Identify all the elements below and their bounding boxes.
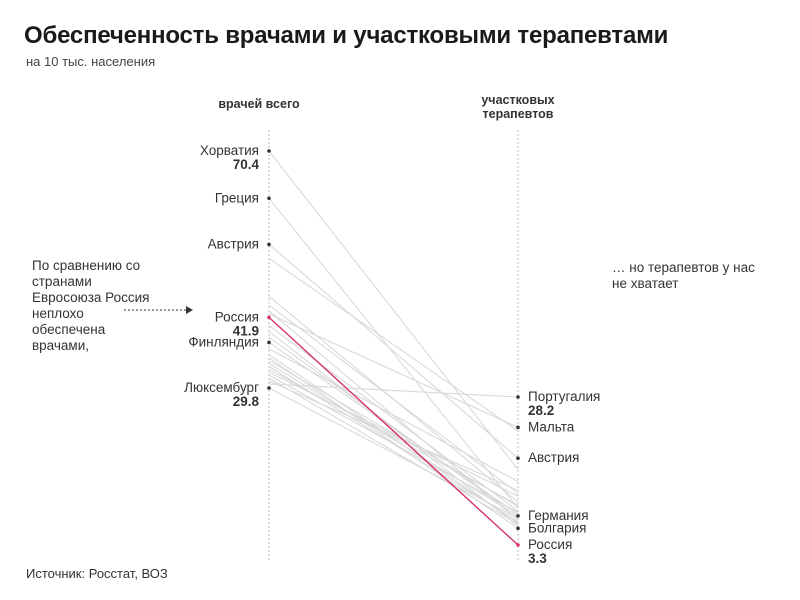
right-point <box>516 395 520 399</box>
left-country-label: Австрия <box>208 236 259 251</box>
right-point <box>516 425 520 430</box>
left-value-label: 41.9 <box>233 323 259 338</box>
slope-line-highlight <box>268 316 519 546</box>
left-point <box>267 315 271 320</box>
slope-line <box>268 150 519 470</box>
left-country-label: Россия <box>215 309 259 324</box>
left-point <box>267 340 271 345</box>
left-value-label: 29.8 <box>233 394 260 409</box>
right-point <box>516 526 520 531</box>
right-point <box>516 543 520 547</box>
annotation-arrow-head <box>186 306 193 314</box>
slope-line <box>268 380 519 491</box>
slope-line <box>268 377 519 525</box>
slope-line <box>268 374 519 513</box>
right-axis-label-line: участковых <box>481 93 554 107</box>
right-country-label: Россия <box>528 537 572 552</box>
left-point <box>267 149 271 153</box>
right-point <box>516 456 520 461</box>
left-point <box>267 386 271 390</box>
right-point <box>516 514 520 518</box>
left-country-label: Люксембург <box>184 380 259 395</box>
right-country-label: Болгария <box>528 520 586 535</box>
chart-subtitle: на 10 тыс. населения <box>26 54 156 69</box>
left-country-label: Хорватия <box>200 143 259 158</box>
slope-line <box>268 197 519 509</box>
right-value-label: 3.3 <box>528 551 547 566</box>
slope-line <box>268 371 519 497</box>
slope-line <box>268 336 519 518</box>
left-axis-label: врачей всего <box>218 97 300 111</box>
left-country-label: Греция <box>215 190 259 205</box>
annotation-left: По сравнению со странами Евросоюза Росси… <box>32 258 150 353</box>
slope-line <box>268 363 519 517</box>
slope-line <box>268 325 519 512</box>
left-country-label: Финляндия <box>188 334 259 349</box>
left-point <box>267 196 271 201</box>
slope-line <box>268 348 519 482</box>
right-country-label: Австрия <box>528 450 579 465</box>
right-value-label: 28.2 <box>528 403 554 418</box>
slope-line <box>268 313 519 428</box>
right-country-label: Германия <box>528 508 589 523</box>
slope-line <box>268 354 519 524</box>
slope-line <box>268 383 519 398</box>
right-axis-label-line: терапевтов <box>483 107 554 121</box>
annotation-right: … но терапевтов у нас не хватает <box>612 260 755 291</box>
slope-line <box>268 387 519 519</box>
left-point <box>267 242 271 247</box>
slope-line <box>268 243 519 459</box>
slope-line <box>268 257 519 432</box>
slope-line <box>268 304 519 494</box>
slope-line <box>268 368 519 506</box>
source-note: Источник: Росстат, ВОЗ <box>26 566 168 581</box>
chart-title: Обеспеченность врачами и участковыми тер… <box>24 22 669 49</box>
right-country-label: Португалия <box>528 389 600 404</box>
left-value-label: 70.4 <box>233 157 260 172</box>
right-country-label: Мальта <box>528 419 575 434</box>
